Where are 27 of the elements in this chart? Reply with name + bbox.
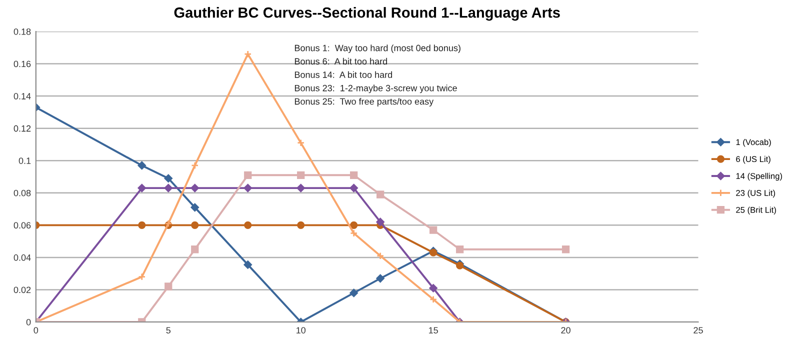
x-tick-label: 0 xyxy=(34,327,38,334)
legend-label: 23 (US Lit) xyxy=(736,190,776,198)
x-tick-label: 10 xyxy=(296,327,306,334)
y-tick-label: 0.02 xyxy=(14,286,31,294)
x-tick-label: 20 xyxy=(561,327,570,334)
legend-label: 14 (Spelling) xyxy=(736,172,782,181)
legend-label: 6 (US Lit) xyxy=(736,156,770,164)
x-tick-label: 5 xyxy=(166,327,171,334)
y-tick-label: 0.1 xyxy=(18,158,31,164)
annotation: Bonus 1: Way too hard (most 0ed bonus) xyxy=(294,44,460,53)
x-tick-label: 15 xyxy=(428,327,438,334)
chart-title: Gauthier BC Curves--Sectional Round 1--Language Arts xyxy=(174,7,560,21)
legend-label: 25 (Brit Lit) xyxy=(736,206,776,214)
y-tick-label: 0.12 xyxy=(14,125,31,132)
y-tick-label: 0 xyxy=(26,318,31,326)
y-tick-label: 0.04 xyxy=(14,254,31,261)
y-tick-label: 0.08 xyxy=(14,190,31,196)
legend-label: 1 (Vocab) xyxy=(736,138,771,147)
annotation: Bonus 14: A bit too hard xyxy=(294,71,392,78)
x-tick-label: 25 xyxy=(694,327,703,334)
annotation: Bonus 6: A bit too hard xyxy=(294,58,387,65)
y-tick-label: 0.18 xyxy=(14,28,31,35)
annotation: Bonus 23: 1-2-maybe 3-screw you twice xyxy=(294,84,457,94)
y-tick-label: 0.16 xyxy=(14,60,31,68)
y-tick-label: 0.14 xyxy=(14,93,31,100)
annotation: Bonus 25: Two free parts/too easy xyxy=(294,98,434,106)
y-tick-label: 0.06 xyxy=(14,222,31,229)
